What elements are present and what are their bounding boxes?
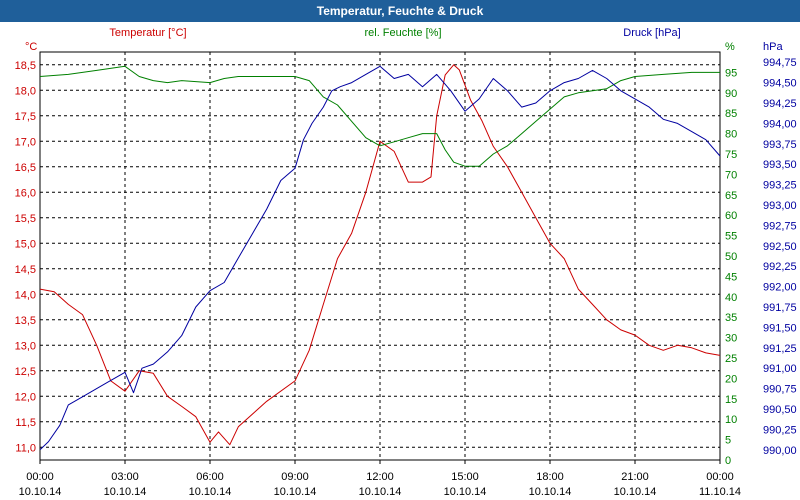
x-tick-time: 09:00 [281, 471, 309, 483]
humidity-tick-label: 20 [725, 373, 737, 385]
temperature-tick-label: 14,5 [15, 264, 36, 276]
x-tick-time: 00:00 [26, 471, 54, 483]
humidity-tick-label: 10 [725, 414, 737, 426]
pressure-tick-label: 990,00 [763, 445, 797, 457]
x-tick-date: 10.10.14 [359, 486, 402, 498]
temperature-legend: Temperatur [°C] [109, 27, 186, 39]
chart-title: Temperatur, Feuchte & Druck [0, 0, 800, 22]
series-line-pressure [39, 65, 721, 451]
temperature-tick-label: 15,5 [15, 213, 36, 225]
x-tick-time: 03:00 [111, 471, 139, 483]
pressure-tick-label: 991,00 [763, 363, 797, 375]
temperature-tick-label: 16,5 [15, 162, 36, 174]
x-tick-date: 11.10.14 [699, 486, 741, 498]
pressure-tick-label: 991,75 [763, 302, 797, 314]
x-tick-date: 10.10.14 [274, 486, 317, 498]
humidity-tick-label: 60 [725, 210, 737, 222]
temperature-tick-label: 13,5 [15, 315, 36, 327]
humidity-unit: % [725, 41, 735, 53]
temperature-tick-label: 13,0 [15, 340, 36, 352]
humidity-tick-label: 35 [725, 312, 737, 324]
x-tick-time: 18:00 [536, 471, 564, 483]
pressure-tick-label: 994,00 [763, 118, 797, 130]
x-tick-date: 10.10.14 [189, 486, 232, 498]
humidity-tick-label: 85 [725, 108, 737, 120]
series-line-temperature [39, 64, 721, 446]
axis-headers: °C% hPa Temperatur [°C] rel. Feuchte [%] Dru… [25, 27, 783, 53]
pressure-unit: hPa [763, 41, 783, 53]
x-tick-date: 10.10.14 [444, 486, 487, 498]
humidity-tick-label: 0 [725, 455, 731, 467]
humidity-tick-label: 65 [725, 190, 737, 202]
pressure-tick-label: 991,50 [763, 322, 797, 334]
x-tick-date: 10.10.14 [529, 486, 572, 498]
pressure-tick-label: 993,75 [763, 139, 797, 151]
pressure-tick-label: 994,25 [763, 98, 797, 110]
temperature-tick-label: 17,5 [15, 111, 36, 123]
x-tick-time: 12:00 [366, 471, 394, 483]
tick-labels: 00:00 10.10.14 03:00 10.10.14 06:00 10.10.14 0… [15, 57, 797, 498]
humidity-tick-label: 25 [725, 353, 737, 365]
temperature-tick-label: 11,5 [15, 417, 36, 429]
temperature-tick-label: 11,0 [15, 442, 36, 454]
pressure-tick-label: 992,75 [763, 220, 797, 232]
temperature-tick-label: 15,0 [15, 238, 36, 250]
x-tick-date: 10.10.14 [104, 486, 147, 498]
humidity-tick-label: 75 [725, 149, 737, 161]
humidity-tick-label: 45 [725, 271, 737, 283]
pressure-legend: Druck [hPa] [623, 27, 680, 39]
series-lines [39, 64, 721, 451]
pressure-tick-label: 994,75 [763, 57, 797, 69]
pressure-tick-label: 993,25 [763, 180, 797, 192]
temperature-tick-label: 18,0 [15, 85, 36, 97]
grid [39, 52, 721, 464]
temperature-tick-label: 12,0 [15, 391, 36, 403]
temperature-tick-label: 18,5 [15, 60, 36, 72]
temperature-tick-label: 14,0 [15, 289, 36, 301]
pressure-tick-label: 992,50 [763, 241, 797, 253]
x-tick-date: 10.10.14 [19, 486, 62, 498]
humidity-tick-label: 50 [725, 251, 737, 263]
pressure-tick-label: 990,25 [763, 424, 797, 436]
x-tick-date: 10.10.14 [614, 486, 657, 498]
x-tick-time: 15:00 [451, 471, 479, 483]
series-line-humidity [39, 65, 720, 167]
humidity-tick-label: 80 [725, 129, 737, 141]
pressure-tick-label: 992,25 [763, 261, 797, 273]
temperature-tick-label: 17,0 [15, 136, 36, 148]
pressure-tick-label: 991,25 [763, 343, 797, 355]
temperature-tick-label: 16,0 [15, 187, 36, 199]
humidity-tick-label: 95 [725, 67, 737, 79]
x-tick-time: 06:00 [196, 471, 224, 483]
humidity-legend: rel. Feuchte [%] [364, 27, 441, 39]
pressure-tick-label: 993,00 [763, 200, 797, 212]
temperature-tick-label: 12,5 [15, 366, 36, 378]
humidity-tick-label: 30 [725, 333, 737, 345]
pressure-tick-label: 990,50 [763, 404, 797, 416]
pressure-tick-label: 992,00 [763, 282, 797, 294]
pressure-tick-label: 994,50 [763, 78, 797, 90]
pressure-tick-label: 990,75 [763, 384, 797, 396]
x-tick-time: 21:00 [621, 471, 649, 483]
humidity-tick-label: 70 [725, 169, 737, 181]
temperature-unit: °C [25, 41, 37, 53]
x-tick-time: 00:00 [706, 471, 734, 483]
humidity-tick-label: 5 [725, 435, 731, 447]
humidity-tick-label: 15 [725, 394, 737, 406]
humidity-tick-label: 55 [725, 231, 737, 243]
pressure-tick-label: 993,50 [763, 159, 797, 171]
humidity-tick-label: 90 [725, 88, 737, 100]
humidity-tick-label: 40 [725, 292, 737, 304]
